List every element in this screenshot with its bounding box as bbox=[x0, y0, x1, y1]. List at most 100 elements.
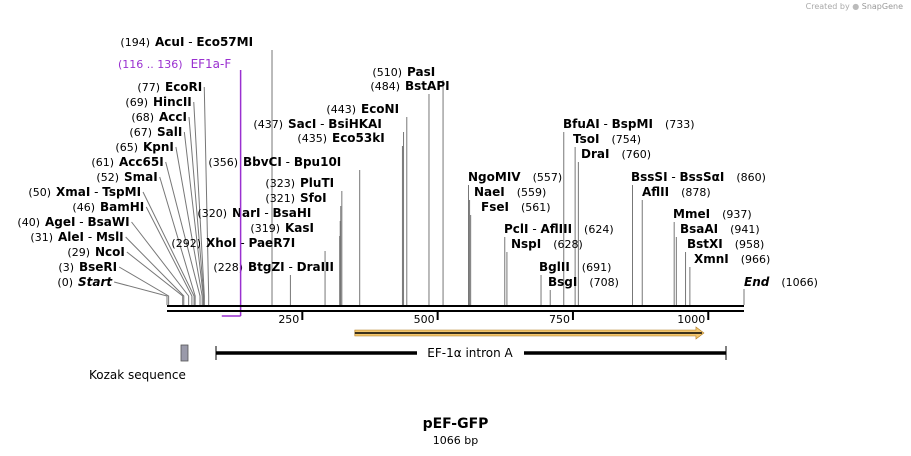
site-position: (628) bbox=[553, 238, 583, 251]
site-position: (3) bbox=[58, 261, 74, 274]
svg-text:NgoMIV(557): NgoMIV (557) bbox=[468, 170, 562, 184]
svg-text:EcoRI: EcoRI bbox=[165, 80, 202, 94]
svg-text:NaeI(559): NaeI (559) bbox=[474, 185, 546, 199]
site-position: (733) bbox=[665, 118, 695, 131]
site-position: (437) bbox=[253, 118, 283, 131]
tick-label: 750 bbox=[549, 313, 570, 326]
site-position: (50) bbox=[28, 186, 51, 199]
svg-text:BsgI(708): BsgI (708) bbox=[548, 275, 619, 289]
map-title: pEF-GFP bbox=[422, 416, 489, 432]
svg-text:AflII(878): AflII (878) bbox=[642, 185, 711, 199]
svg-text:NcoI: NcoI bbox=[95, 245, 125, 259]
site-position: (321) bbox=[265, 192, 295, 205]
svg-text:FseI(561): FseI (561) bbox=[481, 200, 551, 214]
site-separator: - bbox=[529, 222, 541, 236]
enzyme-name: PluTI bbox=[300, 176, 334, 190]
enzyme-name: BssSαI bbox=[680, 170, 725, 184]
site-alei: AleI - MslI (31) bbox=[30, 230, 123, 244]
primer-label: (116 .. 136) EF1a-F bbox=[118, 57, 231, 71]
site-separator: - bbox=[261, 206, 273, 220]
site-position: (557) bbox=[533, 171, 563, 184]
snapgene-logo-icon: ● bbox=[852, 2, 860, 11]
site-bstapi: BstAPI (484) bbox=[370, 79, 449, 93]
site-separator: - bbox=[84, 230, 96, 244]
enzyme-name: EcoRI bbox=[165, 80, 202, 94]
enzyme-name: NarI bbox=[232, 206, 261, 220]
enzyme-name: NaeI bbox=[474, 185, 505, 199]
site-position: (40) bbox=[17, 216, 40, 229]
site-position: (691) bbox=[582, 261, 612, 274]
site-position: (65) bbox=[115, 141, 138, 154]
enzyme-name: BsaAI bbox=[680, 222, 718, 236]
feature-kozak: Kozak sequence bbox=[89, 344, 189, 382]
site-position: (443) bbox=[326, 103, 356, 116]
enzyme-name: PaeR7I bbox=[248, 236, 295, 250]
enzyme-name: NgoMIV bbox=[468, 170, 521, 184]
leader-line bbox=[159, 176, 196, 305]
primer-ef1a-f: (116 .. 136) EF1a-F bbox=[118, 57, 242, 317]
enzyme-name: AflIII bbox=[540, 222, 572, 236]
site-separator: - bbox=[90, 185, 102, 199]
site-naei: NaeI (559) bbox=[474, 185, 546, 199]
site-separator: - bbox=[285, 260, 297, 274]
site-position: (69) bbox=[125, 96, 148, 109]
svg-text:End(1066): End (1066) bbox=[744, 275, 818, 289]
leader-line bbox=[188, 116, 205, 305]
site-bsaai: BsaAI (941) bbox=[680, 222, 760, 236]
site-position: (31) bbox=[30, 231, 53, 244]
enzyme-name: XhoI bbox=[206, 236, 237, 250]
site-separator: - bbox=[75, 215, 87, 229]
enzyme-name: BsaHI bbox=[273, 206, 312, 220]
site-acui: AcuI - Eco57MI (194) bbox=[120, 35, 253, 49]
svg-text:XmnI(966): XmnI (966) bbox=[694, 252, 770, 266]
site-position: (319) bbox=[250, 222, 280, 235]
svg-text:TsoI(754): TsoI (754) bbox=[573, 132, 641, 146]
site-position: (754) bbox=[611, 133, 641, 146]
enzyme-name: SmaI bbox=[124, 170, 158, 184]
enzyme-name: KpnI bbox=[143, 140, 174, 154]
site-position: (760) bbox=[621, 148, 651, 161]
site-bamhi: BamHI (46) bbox=[72, 200, 144, 214]
site-position: (966) bbox=[741, 253, 771, 266]
site-position: (878) bbox=[681, 186, 711, 199]
site-separator: - bbox=[668, 170, 680, 184]
site-position: (61) bbox=[91, 156, 114, 169]
enzyme-name: Bpu10I bbox=[294, 155, 341, 169]
svg-text:SacI - BsiHKAI: SacI - BsiHKAI bbox=[288, 117, 382, 131]
enzyme-name: NcoI bbox=[95, 245, 125, 259]
site-position: (510) bbox=[372, 66, 402, 79]
svg-text:EcoNI: EcoNI bbox=[361, 102, 399, 116]
site-bseri: BseRI (3) bbox=[58, 260, 117, 274]
svg-text:SfoI: SfoI bbox=[300, 191, 327, 205]
leader-line bbox=[114, 281, 168, 305]
svg-text:KpnI: KpnI bbox=[143, 140, 174, 154]
tick-label: 500 bbox=[414, 313, 435, 326]
enzyme-name: FseI bbox=[481, 200, 509, 214]
enzyme-name: Eco53kI bbox=[332, 131, 385, 145]
site-separator: - bbox=[600, 117, 612, 131]
enzyme-name: EcoNI bbox=[361, 102, 399, 116]
svg-text:Eco53kI: Eco53kI bbox=[332, 131, 385, 145]
site-position: (228) bbox=[213, 261, 243, 274]
site-xhoi: XhoI - PaeR7I (292) bbox=[171, 236, 295, 250]
svg-text:XmaI - TspMI: XmaI - TspMI bbox=[56, 185, 141, 199]
enzyme-name: SfoI bbox=[300, 191, 327, 205]
site-btgzi: BtgZI - DraIII (228) bbox=[213, 260, 334, 274]
enzyme-name: BseRI bbox=[79, 260, 117, 274]
site-position: (68) bbox=[131, 111, 154, 124]
leader-line bbox=[118, 266, 170, 305]
enzyme-name: DraI bbox=[581, 147, 609, 161]
site-position: (0) bbox=[57, 276, 73, 289]
site-hincii: HincII (69) bbox=[125, 95, 191, 109]
enzyme-name: KasI bbox=[285, 221, 314, 235]
site-position: (29) bbox=[67, 246, 90, 259]
site-nari: NarI - BsaHI (320) bbox=[197, 206, 311, 220]
feature-arrow bbox=[354, 326, 705, 340]
site-bsssi: BssSI - BssSαI (860) bbox=[631, 170, 766, 184]
site-smai: SmaI (52) bbox=[96, 170, 157, 184]
site-position: (292) bbox=[171, 237, 201, 250]
svg-text:SmaI: SmaI bbox=[124, 170, 158, 184]
enzyme-name: End bbox=[744, 275, 770, 289]
enzyme-name: AccI bbox=[159, 110, 187, 124]
enzyme-name: AleI bbox=[58, 230, 84, 244]
